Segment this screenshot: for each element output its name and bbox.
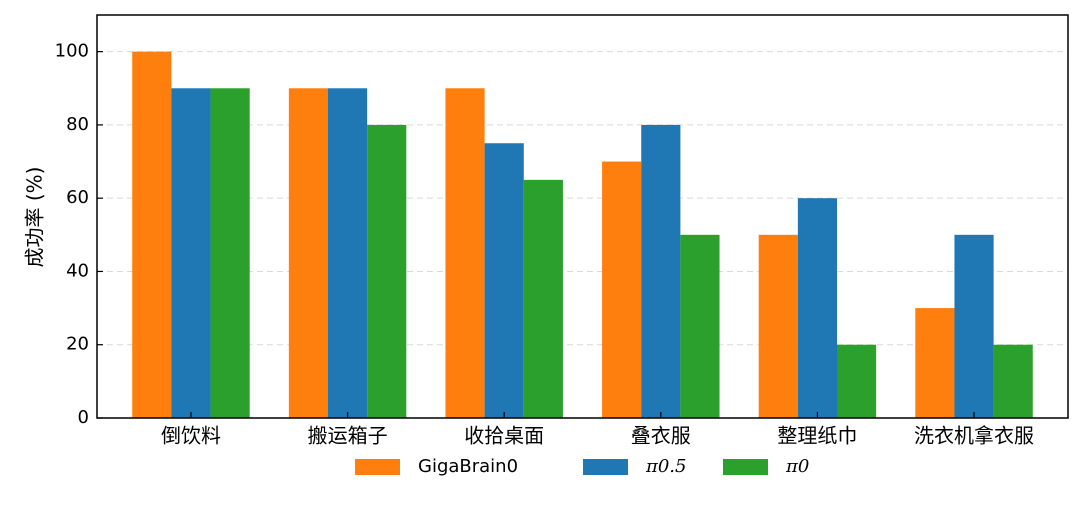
x-tick-label: 收拾桌面 [464, 424, 544, 448]
plot-frame [96, 14, 1069, 419]
bar [602, 161, 642, 418]
bar [680, 234, 720, 418]
bar [210, 88, 250, 418]
bar [484, 143, 524, 418]
y-tick-label: 100 [55, 41, 89, 62]
legend-label: π0.5 [645, 456, 686, 477]
y-tick-label: 80 [66, 114, 89, 135]
y-tick-label: 40 [66, 260, 89, 281]
bar [915, 308, 955, 418]
legend-label: π0 [785, 456, 809, 477]
legend-swatch [583, 459, 628, 475]
bar [445, 88, 485, 418]
bar [954, 234, 994, 418]
bar [328, 88, 368, 418]
bar [641, 124, 681, 418]
legend-swatch [355, 459, 400, 475]
bar [288, 88, 329, 418]
x-tick-label: 洗衣机拿衣服 [914, 424, 1034, 448]
bar [171, 88, 211, 418]
x-tick-label: 整理纸巾 [777, 424, 857, 448]
legend-label: GigaBrain0 [418, 456, 518, 477]
bar [132, 51, 172, 419]
x-tick-label: 叠衣服 [631, 424, 691, 448]
y-tick-label: 60 [66, 187, 89, 208]
legend-swatch [723, 459, 768, 475]
bar [797, 198, 837, 418]
bar [367, 124, 407, 418]
bar [523, 179, 563, 418]
y-tick-label: 20 [66, 334, 89, 355]
y-tick-label: 0 [78, 407, 89, 428]
x-tick-label: 倒饮料 [161, 424, 221, 448]
x-tick-label: 搬运箱子 [308, 424, 388, 448]
bar [836, 344, 877, 418]
bar [758, 234, 798, 418]
bar [993, 344, 1033, 418]
y-axis-label: 成功率 (%) [23, 167, 47, 268]
